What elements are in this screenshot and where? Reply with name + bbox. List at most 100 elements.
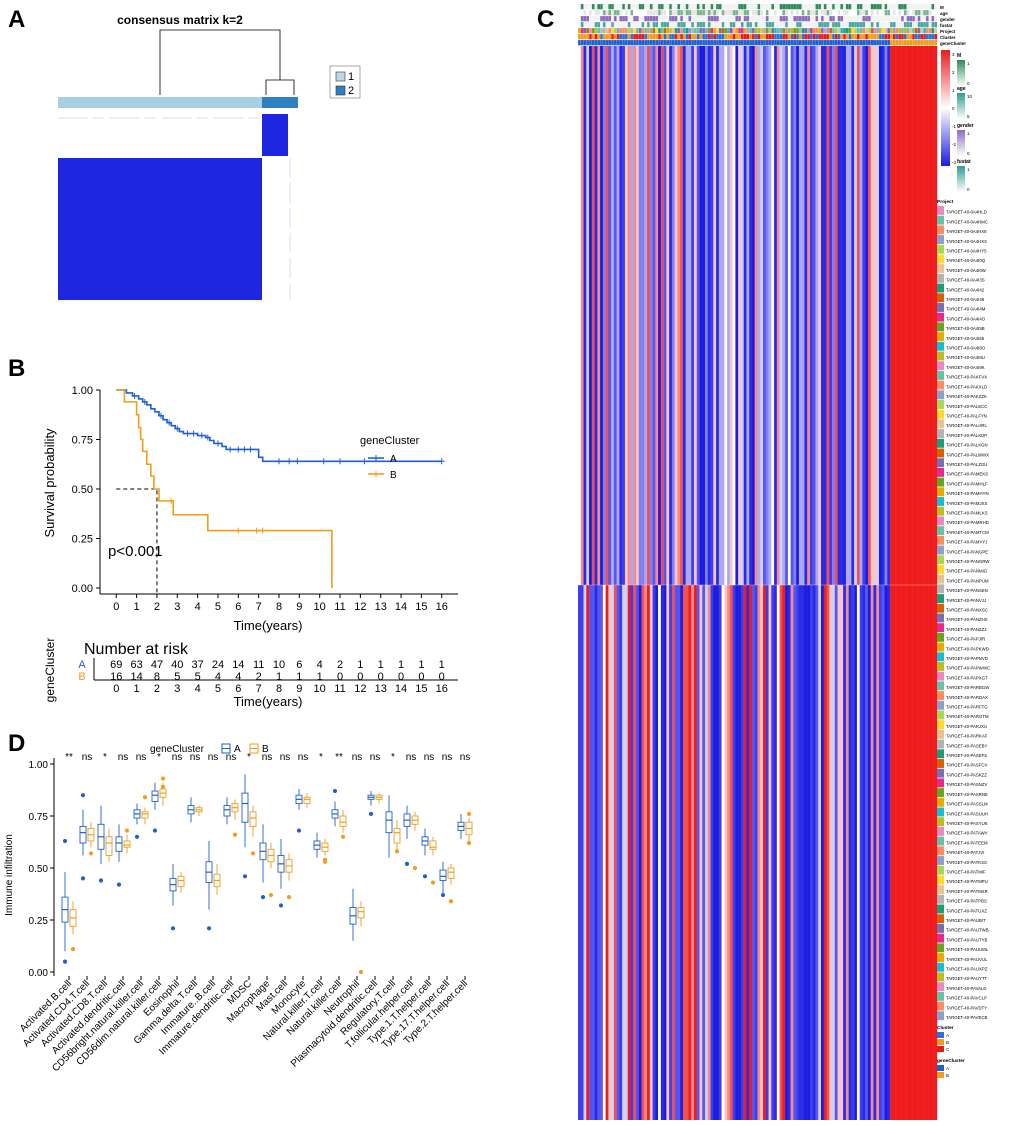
annotation-cell [608,33,612,40]
heatmap-column-top [798,46,802,585]
annotation-cell [588,27,593,34]
heatmap-column-bottom [865,585,869,1120]
annotation-cell [716,15,720,22]
project-legend-swatch [937,632,944,642]
annotation-cell [696,39,700,46]
annotation-cell [591,3,595,10]
heatmap-column-top [674,46,678,585]
annotation-cell [782,15,786,22]
cluster-legend-title: Cluster [937,1025,954,1031]
heatmap-column-top [677,46,681,585]
box-B [141,811,149,819]
project-legend-swatch [937,991,944,1001]
annotation-cell [909,3,913,10]
project-legend-label: TARGET-40-0A4HX8 [946,229,987,234]
annotation-cell [765,21,769,28]
annotation-cell [895,39,899,46]
project-legend-label: TARGET-40-PALHRL [946,423,988,428]
annotation-cell [710,15,714,22]
heatmap-column-top [699,46,703,585]
heatmap-column-bottom [928,585,932,1120]
annotation-cell [851,27,855,34]
annotation-cell [837,9,841,16]
heatmap-column-bottom [622,585,626,1120]
annotation-cell [773,9,778,16]
annotation-cell [909,39,913,46]
annotation-cell [655,15,659,22]
annotation-cell [671,15,675,22]
heatmap-column-top [600,46,604,585]
annotation-cell [671,3,675,10]
annotation-cell [831,15,836,22]
survival-x-tick-label: 10 [314,601,326,613]
heatmap-column-top [876,46,880,585]
annotation-cell [914,27,918,34]
project-legend-label: TARGET-40-0A4I0W [946,268,987,273]
annotation-cell [859,9,863,16]
significance-label: ** [335,752,343,763]
consensus-legend-label: 1 [348,71,354,83]
annotation-cell [848,27,852,34]
project-legend-label: TARGET-40-PATKSS [946,860,987,865]
annotation-cell [580,3,584,10]
annotation-cell [785,39,789,46]
annotation-cell [580,27,584,34]
significance-label: ns [190,752,201,763]
heatmap-column-top [749,46,753,585]
outlier-B [412,865,418,871]
heatmap-column-top [633,46,637,585]
heatmap-column-top [671,46,675,585]
project-legend-label: TARGET-40-0A4HY5 [946,249,987,254]
project-legend-label: TARGET-40-PAUYTT [946,976,988,981]
heatmap-column-bottom [638,585,642,1120]
significance-label: * [247,752,251,763]
annotation-cell [923,39,927,46]
annotation-cell [917,3,921,10]
annotation-cell [793,27,797,34]
consensus-dendrogram [159,29,295,95]
heatmap-column-bottom [782,585,786,1120]
annotation-cell [845,3,849,10]
survival-x-tick-label: 1 [134,601,140,613]
project-legend-swatch [937,846,944,856]
annotation-cell [721,27,725,34]
annotation-cell [796,21,800,28]
annotation-cell [669,39,673,46]
annotation-cell [749,15,753,22]
annotation-cell [605,21,609,28]
annotation-cell [856,15,860,22]
project-legend-label: TARGET-40-PAPWWC [946,666,990,671]
annotation-cell [641,9,645,16]
annotation-cell [823,9,827,16]
annotation-cell [619,27,623,34]
annotation-cell [666,21,670,28]
annotation-cell [613,39,617,46]
annotation-cell [898,27,902,34]
annotation-cell [627,15,631,22]
annotation-cell [903,33,907,40]
annotation-cell [702,9,706,16]
annotation-cell [704,15,709,22]
cluster-legend-swatch [937,1032,944,1038]
project-legend-label: TARGET-40-PARKAF [946,734,988,739]
annotation-cell [710,21,714,28]
outlier-A [260,895,266,900]
project-legend-swatch [937,729,944,739]
annotation-cell [837,39,841,46]
annotation-cell [644,9,648,16]
project-legend-swatch [937,206,944,215]
annotation-cell [920,33,924,40]
heatmap-column-bottom [658,585,662,1120]
annotation-cell [796,3,800,10]
heatmap-column-top [652,46,656,585]
annotation-cell [906,9,910,16]
annotation-cell [906,3,910,10]
heatmap-column-top [774,46,778,585]
outlier-A [80,793,86,798]
heatmap-column-top [583,46,587,585]
heatmap-column-bottom [925,585,929,1120]
annotation-cell [671,33,675,40]
consensus-legend: 12 [329,65,361,99]
annotation-cell [602,39,606,46]
heatmap-column-bottom [931,585,935,1120]
